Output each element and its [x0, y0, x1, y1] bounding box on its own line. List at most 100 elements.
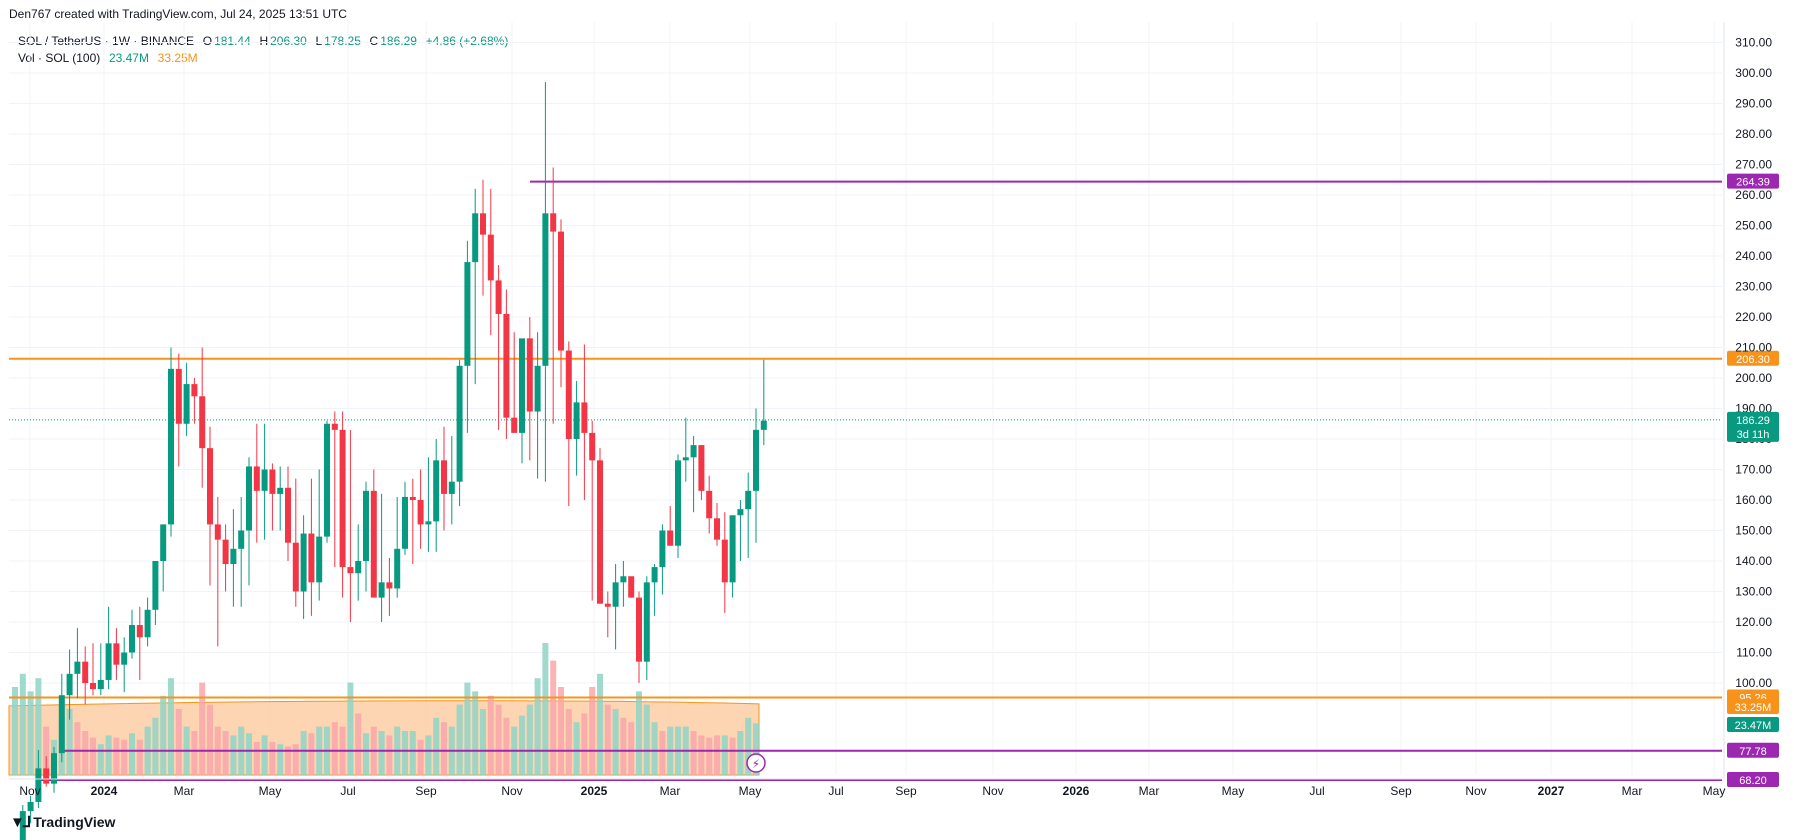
candle-body [651, 567, 658, 583]
low-label: L [315, 34, 323, 48]
volume-bar [27, 691, 34, 775]
y-axis-tick-label: 280.00 [1735, 127, 1772, 141]
price-level-label: 68.20 [1739, 775, 1767, 787]
candle-body [222, 539, 229, 565]
candle-body [370, 490, 377, 598]
open-value: 181.44 [214, 34, 251, 48]
volume-bar [464, 682, 471, 775]
volume-bar [745, 717, 752, 775]
volume-bar [409, 731, 416, 775]
tradingview-logo: ▼⅃ TradingView [10, 813, 115, 831]
candle-body [425, 521, 432, 525]
candle-body [300, 533, 307, 592]
candle-body [214, 524, 221, 540]
volume-bar [113, 737, 120, 775]
close-label: C [369, 34, 379, 48]
candle-body [698, 445, 705, 491]
candle-body [534, 365, 541, 412]
price-level-tag [1727, 173, 1779, 189]
candle-body [753, 429, 759, 491]
candle-body [394, 548, 401, 589]
candle-body [199, 396, 206, 449]
volume-bar [97, 744, 104, 775]
candle-body [745, 490, 752, 510]
candle-body [550, 213, 557, 232]
x-axis-tick-label: Mar [1622, 784, 1643, 798]
y-axis-tick-label: 120.00 [1735, 615, 1772, 629]
x-axis-tick-label: Nov [19, 784, 40, 798]
volume-bar [74, 722, 81, 775]
y-axis-tick-label: 230.00 [1735, 280, 1772, 294]
candle-body [706, 490, 713, 519]
candle-body [35, 768, 42, 802]
candle-body [160, 524, 167, 561]
candle-body [760, 420, 767, 430]
chart-attribution: Den767 created with TradingView.com, Jul… [9, 7, 347, 21]
tradingview-brand: TradingView [33, 814, 116, 830]
volume-bar [129, 733, 135, 775]
volume-bar [230, 735, 237, 775]
candle-body [90, 683, 96, 690]
volume-bar [698, 735, 705, 775]
candle-body [487, 234, 494, 281]
candle-body [721, 539, 728, 583]
candle-body [316, 536, 323, 583]
lightning-icon[interactable] [746, 753, 766, 773]
candle-body [714, 518, 720, 540]
volume-bar [636, 691, 642, 775]
volume-bar [136, 739, 143, 775]
volume-bar [612, 709, 619, 775]
volume-bar [292, 744, 299, 775]
y-axis-tick-label: 220.00 [1735, 310, 1772, 324]
x-axis-tick-label: May [739, 784, 762, 798]
volume-bar [66, 709, 73, 775]
candle-body [285, 487, 291, 543]
volume-bar [503, 717, 510, 775]
candle-body [136, 625, 143, 638]
volume-bar [269, 742, 276, 775]
volume-tag-label: 33.25M [1735, 702, 1772, 714]
candle-body [729, 515, 736, 583]
y-axis-tick-label: 310.00 [1735, 36, 1772, 50]
volume-bar [277, 744, 284, 775]
x-axis-tick-label: Sep [415, 784, 437, 798]
high-value: 206.30 [270, 34, 307, 48]
x-axis-tick-label: Nov [1465, 784, 1486, 798]
volume-bar [472, 691, 479, 775]
candle-body [355, 561, 362, 574]
candle-body [526, 338, 533, 412]
x-axis-tick-label: Sep [1390, 784, 1412, 798]
candle-body [604, 603, 611, 607]
x-axis-tick-label: Mar [1139, 784, 1160, 798]
x-axis-tick-label: 2027 [1538, 784, 1565, 798]
candle-body [597, 460, 603, 604]
volume-bar [456, 704, 463, 775]
x-axis-tick-label: 2025 [581, 784, 608, 798]
open-label: O [202, 34, 213, 48]
volume-ma-value: 33.25M [157, 51, 198, 65]
candle-body [82, 661, 89, 683]
candle-body [292, 542, 299, 592]
volume-bar [121, 739, 128, 775]
volume-bar [82, 731, 89, 775]
volume-bar [246, 733, 252, 775]
volume-bar [425, 735, 432, 775]
symbol-name[interactable]: SOL / TetherUS · 1W · BINANCE [18, 34, 195, 48]
last-price-tag [1727, 411, 1779, 442]
volume-indicator-name[interactable]: Vol · SOL (100) [18, 51, 101, 65]
candle-body [503, 313, 510, 418]
y-axis-tick-label: 210.00 [1735, 341, 1772, 355]
last-price-label: 186.29 [1736, 415, 1770, 427]
high-label: H [259, 34, 269, 48]
candle-body [417, 500, 424, 525]
candle-body [675, 460, 681, 546]
volume-bar [604, 704, 611, 775]
volume-bar [300, 731, 307, 775]
volume-bar [558, 687, 564, 775]
candle-body [636, 597, 642, 662]
candle-body [558, 231, 564, 351]
candle-body [121, 652, 128, 665]
volume-bar [651, 722, 658, 775]
